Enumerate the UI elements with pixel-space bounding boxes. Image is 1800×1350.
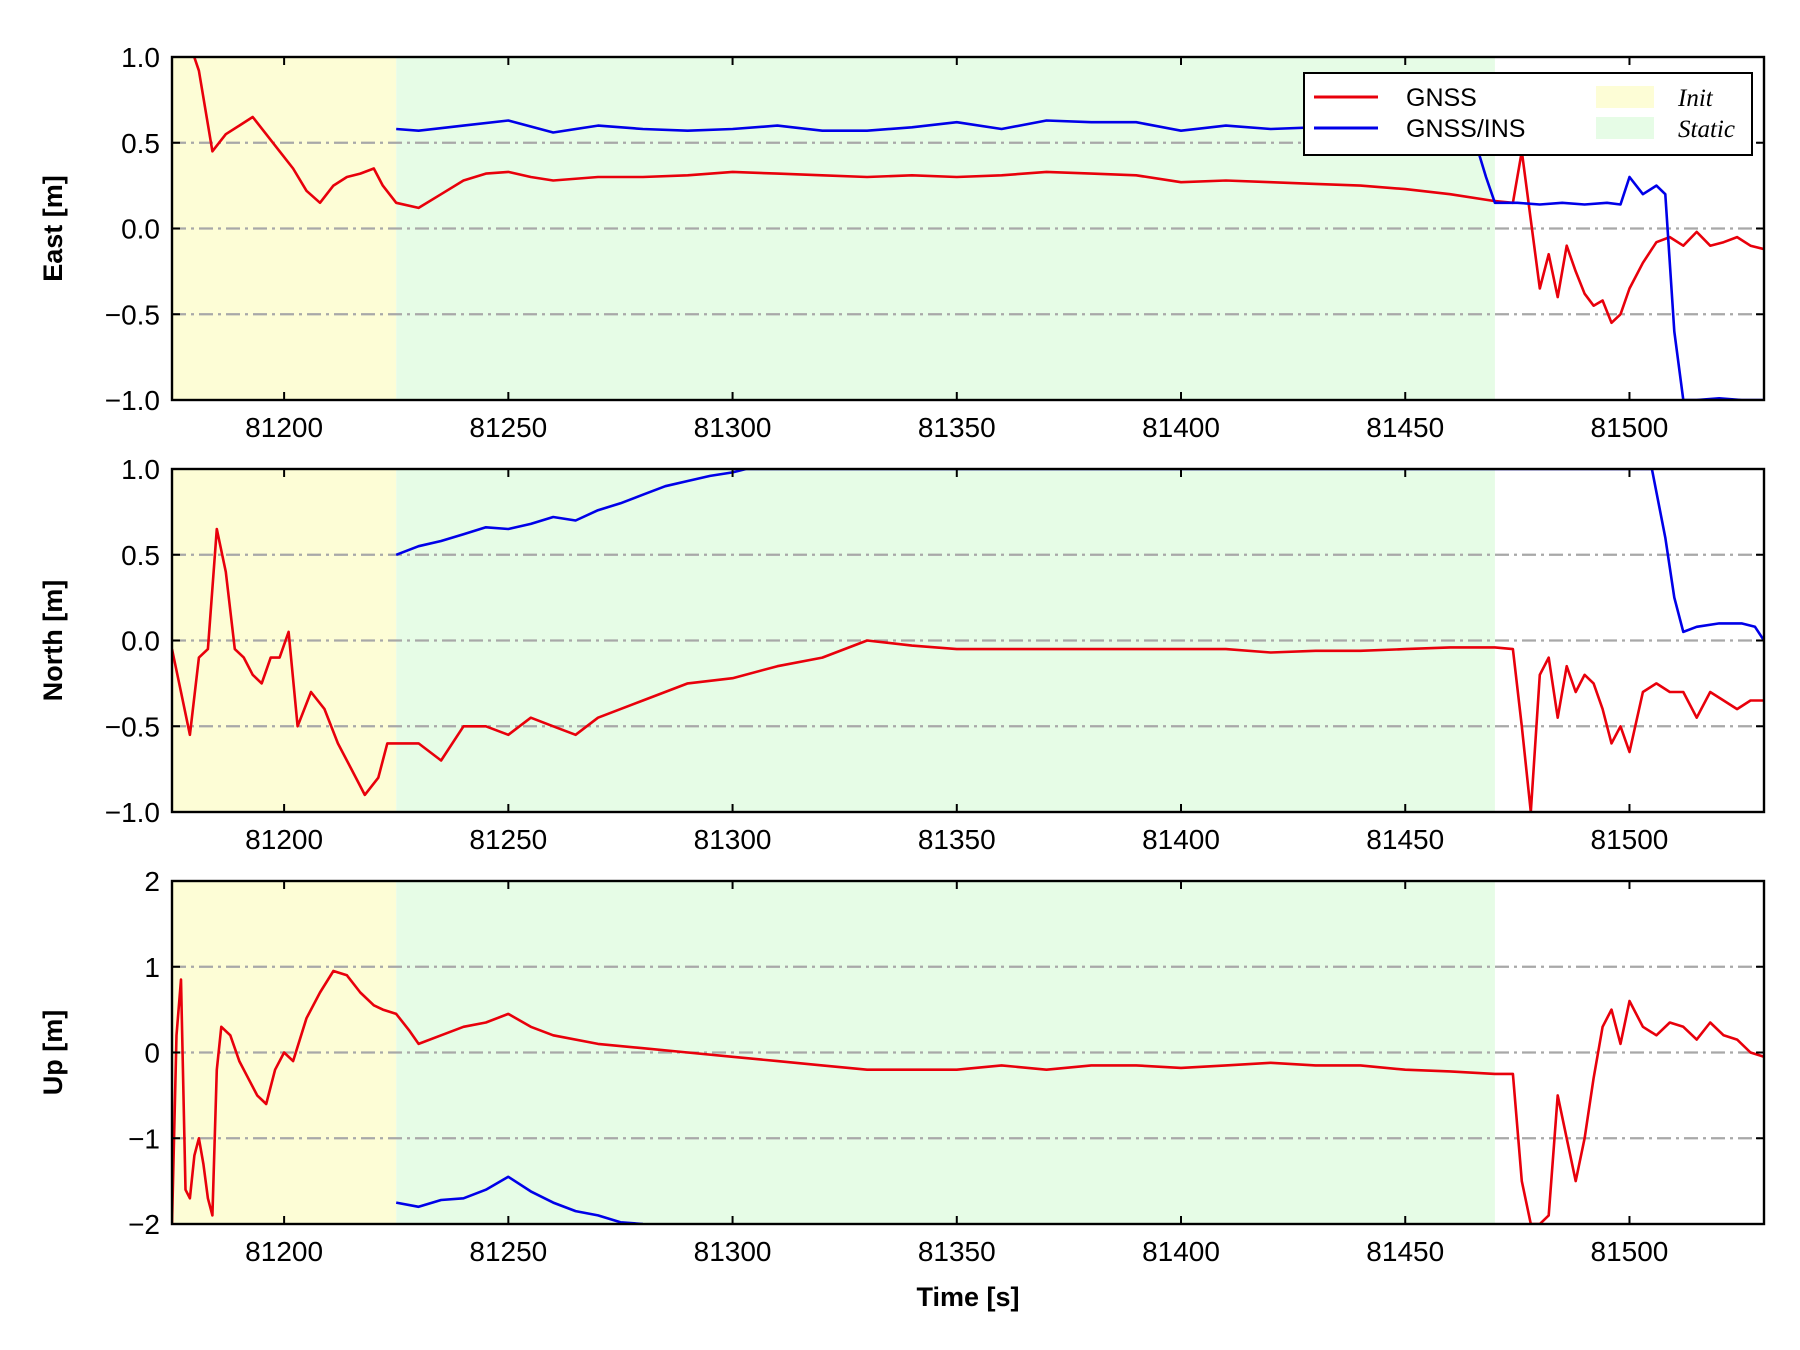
- north-xtick-label: 81450: [1366, 824, 1444, 855]
- east-xtick-label: 81200: [245, 412, 323, 443]
- up-xlabel: Time [s]: [916, 1282, 1019, 1312]
- up-ytick-label: 2: [144, 866, 160, 897]
- up-xtick-label: 81350: [918, 1236, 996, 1267]
- north-series-gnss: [172, 527, 1764, 812]
- up-ytick-label: 1: [144, 952, 160, 983]
- north-xtick-label: 81300: [694, 824, 772, 855]
- up-series-gnss: [172, 969, 1764, 1224]
- up-xtick-label: 81400: [1142, 1236, 1220, 1267]
- north-panel: 81200 81250 81300 81350 81400 81450 81500 −1.0 −…: [38, 454, 1766, 855]
- north-ytick-label: 0.5: [121, 540, 160, 571]
- legend-label-gnss: GNSS: [1406, 84, 1477, 112]
- up-xtick-label: 81200: [245, 1236, 323, 1267]
- up-panel: 81200 81250 81300 81350 81400 81450 81500 −2 −1 0…: [38, 866, 1766, 1312]
- up-ylabel: Up [m]: [38, 1010, 68, 1095]
- east-xtick-label: 81300: [694, 412, 772, 443]
- east-panel: 81200 81250 81300 81350 81400 81450 81500 −1.0 −…: [38, 42, 1766, 443]
- up-xtick-label: 81450: [1366, 1236, 1444, 1267]
- up-xtick-label: 81500: [1591, 1236, 1669, 1267]
- north-xtick-label: 81200: [245, 824, 323, 855]
- north-ylabel: North [m]: [38, 580, 68, 701]
- east-ytick-label: −1.0: [105, 385, 160, 416]
- north-ytick-label: −0.5: [105, 711, 160, 742]
- north-xtick-label: 81250: [469, 824, 547, 855]
- east-ytick-label: 0.0: [121, 214, 160, 245]
- east-xtick-label: 81400: [1142, 412, 1220, 443]
- east-series-gnss: [192, 57, 1764, 325]
- up-ytick-label: 0: [144, 1038, 160, 1069]
- legend-label-gnss-ins: GNSS/INS: [1406, 115, 1525, 143]
- north-xtick-label: 81350: [918, 824, 996, 855]
- north-series-gnss-ins: [395, 469, 1764, 642]
- up-ytick-label: −2: [128, 1209, 160, 1240]
- east-ytick-label: 0.5: [121, 128, 160, 159]
- north-ytick-label: −1.0: [105, 797, 160, 828]
- up-ytick-label: −1: [128, 1123, 160, 1154]
- legend: GNSS GNSS/INS Init Static: [1303, 72, 1753, 156]
- north-xtick-label: 81400: [1142, 824, 1220, 855]
- legend-swatch-init: [1596, 86, 1654, 108]
- east-ytick-label: −0.5: [105, 299, 160, 330]
- legend-label-init: Init: [1677, 85, 1714, 112]
- legend-label-static: Static: [1678, 116, 1735, 143]
- up-xtick-label: 81300: [694, 1236, 772, 1267]
- east-ytick-label: 1.0: [121, 42, 160, 73]
- east-ylabel: East [m]: [38, 175, 68, 282]
- up-series-gnss-ins: [395, 1175, 643, 1224]
- north-ytick-label: 0.0: [121, 626, 160, 657]
- north-xtick-label: 81500: [1591, 824, 1669, 855]
- east-xtick-label: 81250: [469, 412, 547, 443]
- legend-swatch-static: [1596, 117, 1654, 139]
- east-xtick-label: 81500: [1591, 412, 1669, 443]
- east-xtick-label: 81350: [918, 412, 996, 443]
- up-xtick-label: 81250: [469, 1236, 547, 1267]
- east-xtick-label: 81450: [1366, 412, 1444, 443]
- legend-box: [1303, 72, 1753, 156]
- north-ytick-label: 1.0: [121, 454, 160, 485]
